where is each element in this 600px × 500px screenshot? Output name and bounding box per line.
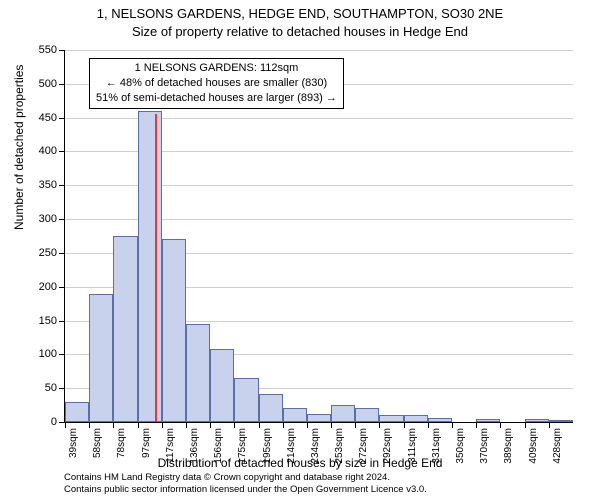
y-tick-label: 250: [39, 247, 57, 259]
y-tick: [59, 219, 65, 220]
property-indicator-line: [155, 114, 157, 422]
x-tick-label: 97sqm: [141, 428, 152, 458]
x-tick: [186, 422, 187, 428]
chart-container: 1, NELSONS GARDENS, HEDGE END, SOUTHAMPT…: [0, 0, 600, 500]
y-axis-title: Number of detached properties: [12, 65, 26, 230]
annotation-line2: ← 48% of detached houses are smaller (83…: [96, 76, 337, 91]
annotation-line1: 1 NELSONS GARDENS: 112sqm: [96, 61, 337, 76]
y-tick: [59, 84, 65, 85]
histogram-bar: [379, 415, 403, 422]
y-tick-label: 400: [39, 145, 57, 157]
histogram-bar: [65, 402, 89, 422]
histogram-bar: [162, 239, 186, 422]
x-tick: [355, 422, 356, 428]
histogram-bar: [259, 394, 283, 422]
grid-line: [65, 50, 573, 51]
histogram-bar: [234, 378, 258, 422]
footer-line2: Contains public sector information licen…: [64, 484, 427, 496]
y-tick: [59, 185, 65, 186]
histogram-bar: [113, 236, 137, 422]
x-tick: [283, 422, 284, 428]
x-tick: [259, 422, 260, 428]
x-tick: [331, 422, 332, 428]
y-tick-label: 550: [39, 44, 57, 56]
y-tick-label: 450: [39, 112, 57, 124]
y-tick: [59, 354, 65, 355]
x-tick: [476, 422, 477, 428]
x-tick: [210, 422, 211, 428]
x-tick: [452, 422, 453, 428]
x-tick-label: 39sqm: [68, 428, 79, 458]
y-tick: [59, 50, 65, 51]
histogram-bar: [89, 294, 113, 423]
histogram-bar: [476, 419, 500, 422]
x-tick: [428, 422, 429, 428]
x-tick: [65, 422, 66, 428]
annotation-line3: 51% of semi-detached houses are larger (…: [96, 91, 337, 106]
y-tick: [59, 287, 65, 288]
x-tick-label: 78sqm: [116, 428, 127, 458]
y-tick-label: 200: [39, 281, 57, 293]
y-tick: [59, 253, 65, 254]
histogram-bar: [283, 408, 307, 422]
chart-title-main: 1, NELSONS GARDENS, HEDGE END, SOUTHAMPT…: [0, 6, 600, 21]
x-tick: [404, 422, 405, 428]
plot-area: 05010015020025030035040045050055039sqm58…: [64, 50, 573, 423]
x-tick: [379, 422, 380, 428]
chart-title-sub: Size of property relative to detached ho…: [0, 24, 600, 39]
histogram-bar: [138, 111, 162, 422]
x-tick: [525, 422, 526, 428]
histogram-bar: [186, 324, 210, 422]
x-tick: [113, 422, 114, 428]
x-tick: [162, 422, 163, 428]
x-tick: [234, 422, 235, 428]
footer-line1: Contains HM Land Registry data © Crown c…: [64, 472, 427, 484]
histogram-bar: [404, 415, 428, 422]
y-tick: [59, 118, 65, 119]
y-tick-label: 100: [39, 348, 57, 360]
histogram-bar: [355, 408, 379, 422]
y-tick-label: 300: [39, 213, 57, 225]
histogram-bar: [331, 405, 355, 422]
x-tick: [89, 422, 90, 428]
histogram-bar: [525, 419, 549, 422]
x-tick: [307, 422, 308, 428]
y-tick-label: 500: [39, 78, 57, 90]
y-tick-label: 350: [39, 179, 57, 191]
x-axis-title: Distribution of detached houses by size …: [0, 456, 600, 470]
y-tick-label: 0: [51, 416, 57, 428]
y-tick-label: 150: [39, 315, 57, 327]
histogram-bar: [428, 418, 452, 422]
histogram-bar: [210, 349, 234, 422]
histogram-bar: [307, 414, 331, 422]
y-tick-label: 50: [45, 382, 57, 394]
annotation-box: 1 NELSONS GARDENS: 112sqm ← 48% of detac…: [89, 58, 344, 109]
x-tick: [500, 422, 501, 428]
x-tick: [138, 422, 139, 428]
footer-text: Contains HM Land Registry data © Crown c…: [64, 472, 427, 496]
y-tick: [59, 151, 65, 152]
histogram-bar: [549, 420, 573, 422]
y-tick: [59, 321, 65, 322]
x-tick-label: 58sqm: [92, 428, 103, 458]
x-tick: [549, 422, 550, 428]
y-tick: [59, 388, 65, 389]
